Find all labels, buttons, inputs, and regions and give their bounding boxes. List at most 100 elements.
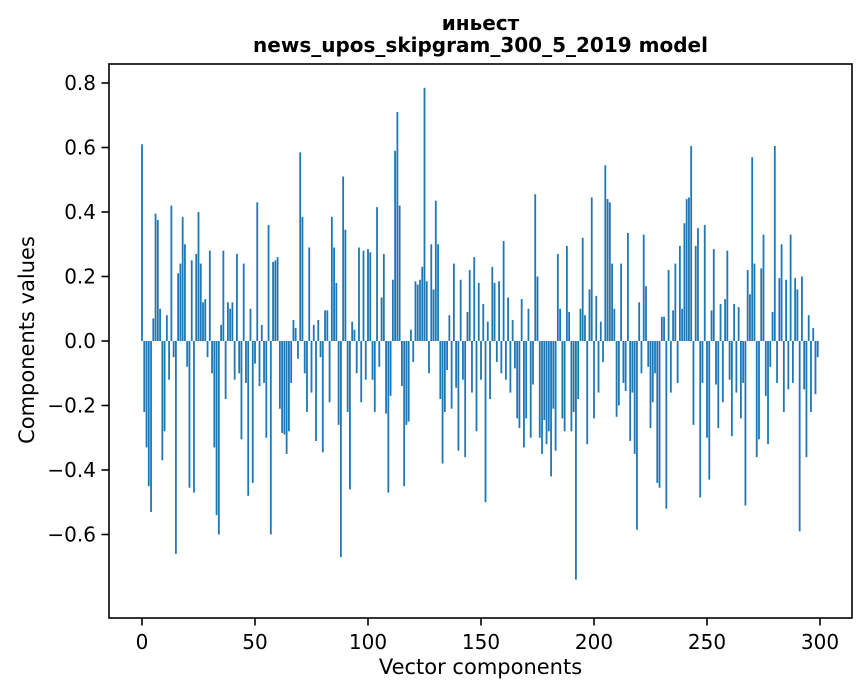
bar [450, 341, 453, 409]
bar [629, 341, 632, 441]
bar [335, 282, 338, 341]
bar [147, 341, 150, 487]
bar [495, 341, 498, 362]
bar [441, 341, 444, 464]
bar [364, 341, 367, 380]
bar [688, 197, 690, 341]
bar [247, 341, 250, 496]
bar [556, 253, 559, 342]
bar [256, 202, 259, 341]
bar [405, 341, 408, 425]
bar [703, 224, 706, 341]
bar [814, 341, 817, 395]
bar [527, 308, 530, 341]
bar [229, 308, 232, 341]
bar [807, 315, 810, 341]
bar [667, 270, 670, 341]
bar [439, 341, 442, 400]
y-tick-label: −0.2 [47, 394, 96, 418]
bar [391, 279, 394, 341]
bar [412, 341, 415, 362]
bar [310, 341, 313, 393]
bar [168, 341, 171, 380]
bar [563, 341, 566, 432]
bar [401, 341, 403, 387]
bar [398, 205, 401, 341]
bar [484, 341, 487, 503]
y-tick-labels: 0.8 0.6 0.4 0.2 0.0 −0.2 −0.4 −0.6 [47, 71, 96, 547]
bar [529, 341, 532, 438]
bar [778, 278, 781, 341]
bar [681, 308, 684, 341]
bar [349, 341, 351, 490]
bar [245, 341, 247, 383]
bar [170, 205, 173, 341]
bar [330, 216, 333, 341]
bar [656, 341, 659, 483]
bar [428, 341, 430, 374]
bar [624, 341, 627, 391]
bar [654, 341, 656, 374]
bar [561, 341, 564, 419]
bar [172, 341, 175, 358]
bar [724, 299, 726, 341]
bar [608, 202, 611, 341]
bar [685, 199, 688, 341]
bar [708, 341, 711, 480]
bar [712, 249, 715, 341]
bar [796, 289, 799, 341]
bar [590, 197, 593, 341]
bar [516, 341, 519, 419]
bar [520, 299, 523, 341]
bar [525, 341, 528, 419]
bar [550, 341, 552, 477]
bar [791, 341, 794, 383]
bar [181, 216, 184, 341]
bar [620, 263, 623, 341]
bar [337, 341, 340, 425]
bar [746, 270, 749, 341]
bar [226, 302, 229, 341]
bar [145, 341, 148, 448]
bar [308, 247, 311, 341]
bar [179, 263, 182, 341]
bar [640, 341, 643, 374]
bar [177, 273, 180, 341]
bar [753, 263, 756, 341]
y-axis-label-text: Components values [15, 236, 39, 444]
bar [672, 310, 674, 341]
bar [663, 316, 665, 341]
bar [206, 341, 209, 358]
bar [466, 311, 469, 341]
x-ticks [141, 618, 821, 626]
bar [507, 297, 510, 341]
bar [595, 295, 598, 341]
bar [710, 310, 713, 341]
bar [159, 308, 161, 341]
bar [755, 341, 758, 458]
bar [559, 308, 561, 341]
bar [387, 341, 390, 493]
bar [278, 341, 281, 409]
y-tick-label: 0.6 [64, 136, 96, 160]
bar [615, 341, 618, 417]
bar [301, 216, 304, 341]
bar [523, 341, 525, 448]
bar [780, 244, 783, 341]
bar [552, 341, 555, 409]
x-tick-label: 50 [242, 630, 267, 654]
bar [260, 324, 263, 342]
bar [649, 341, 652, 429]
bar [274, 260, 277, 342]
x-tick-label: 300 [801, 630, 839, 654]
bar [161, 341, 164, 461]
bar [701, 341, 704, 383]
bar [801, 276, 803, 341]
bar [163, 341, 166, 432]
bar [437, 244, 439, 341]
bar [471, 341, 473, 393]
bar [773, 145, 776, 341]
bar [498, 281, 500, 341]
bar [547, 341, 550, 432]
bar [432, 289, 435, 341]
